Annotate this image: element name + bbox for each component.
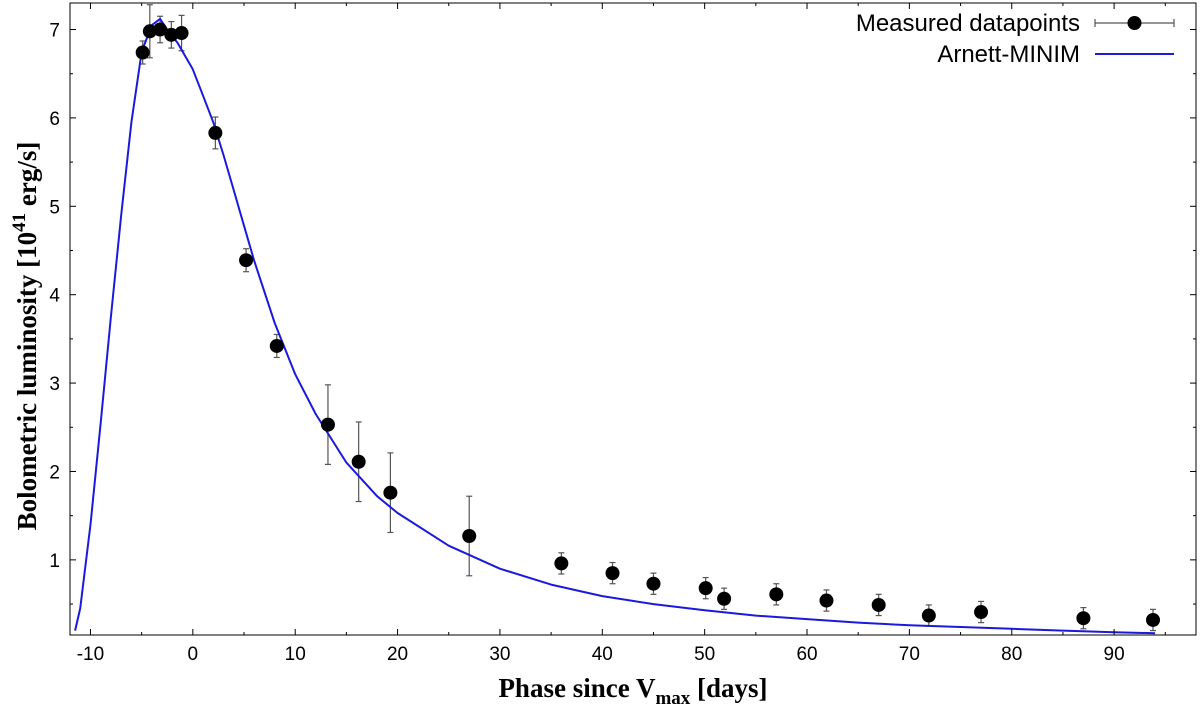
y-tick-label: 3 bbox=[49, 374, 60, 395]
data-point bbox=[239, 253, 254, 268]
data-point bbox=[135, 45, 150, 60]
data-point bbox=[383, 485, 398, 500]
y-tick-label: 6 bbox=[49, 109, 60, 130]
data-point bbox=[269, 338, 284, 353]
data-point bbox=[1076, 611, 1091, 626]
data-point bbox=[921, 608, 936, 623]
data-point bbox=[174, 26, 189, 41]
legend-swatch-measured-marker bbox=[1127, 16, 1142, 30]
x-tick-label: 20 bbox=[387, 644, 408, 665]
data-point bbox=[698, 581, 713, 596]
y-axis-title-main: Bolometric luminosity [10 bbox=[12, 232, 42, 530]
x-tick-label: 30 bbox=[489, 644, 510, 665]
fit-line-layer bbox=[74, 17, 1156, 635]
y-tick-label: 1 bbox=[49, 551, 60, 572]
data-point bbox=[462, 529, 477, 544]
data-point bbox=[605, 566, 620, 581]
y-axis-title: Bolometric luminosity [1041 erg/s] bbox=[9, 142, 42, 531]
y-tick-label: 2 bbox=[49, 462, 60, 483]
data-point bbox=[208, 125, 223, 140]
x-axis-title-main: Phase since V bbox=[498, 673, 656, 703]
plot-frame bbox=[69, 2, 1197, 636]
y-tick-label: 4 bbox=[49, 286, 60, 307]
legend-label-measured: Measured datapoints bbox=[856, 10, 1080, 37]
x-tick-label: 50 bbox=[694, 644, 715, 665]
x-tick-label: -10 bbox=[77, 644, 104, 665]
x-tick-label: 0 bbox=[188, 644, 199, 665]
x-axis-title-sub: max bbox=[655, 688, 690, 708]
data-point bbox=[717, 591, 732, 606]
data-point bbox=[1146, 612, 1161, 627]
errorbars-layer bbox=[139, 4, 1157, 632]
data-point bbox=[646, 576, 661, 591]
y-tick-label: 5 bbox=[49, 197, 60, 218]
x-tick-label: 90 bbox=[1104, 644, 1125, 665]
fit-line-arnett-minim bbox=[74, 17, 1156, 635]
x-axis-title: Phase since Vmax [days] bbox=[498, 673, 767, 708]
y-axis-ticks: 1 2 3 4 5 6 7 bbox=[49, 21, 1196, 605]
data-point bbox=[769, 587, 784, 602]
points-layer bbox=[135, 22, 1161, 627]
x-tick-label: 60 bbox=[796, 644, 817, 665]
data-point bbox=[974, 605, 989, 620]
y-axis-title-unit: erg/s] bbox=[12, 142, 42, 213]
data-point bbox=[351, 454, 366, 469]
legend-label-fit: Arnett-MINIM bbox=[937, 41, 1080, 68]
x-tick-label: 40 bbox=[592, 644, 613, 665]
data-point bbox=[871, 597, 886, 612]
x-tick-label: 10 bbox=[285, 644, 306, 665]
y-tick-label: 7 bbox=[49, 21, 60, 42]
legend: Measured datapoints Arnett-MINIM bbox=[856, 10, 1175, 68]
x-tick-label: 80 bbox=[1001, 644, 1022, 665]
data-point bbox=[320, 417, 335, 432]
x-axis-ticks: -10 0 10 20 30 40 50 60 70 80 90 bbox=[77, 3, 1166, 665]
x-tick-label: 70 bbox=[899, 644, 920, 665]
data-point bbox=[554, 556, 569, 571]
data-point bbox=[819, 593, 834, 608]
x-axis-title-unit: [days] bbox=[690, 673, 767, 703]
data-point bbox=[153, 22, 168, 37]
y-axis-title-sup: 41 bbox=[9, 213, 30, 232]
